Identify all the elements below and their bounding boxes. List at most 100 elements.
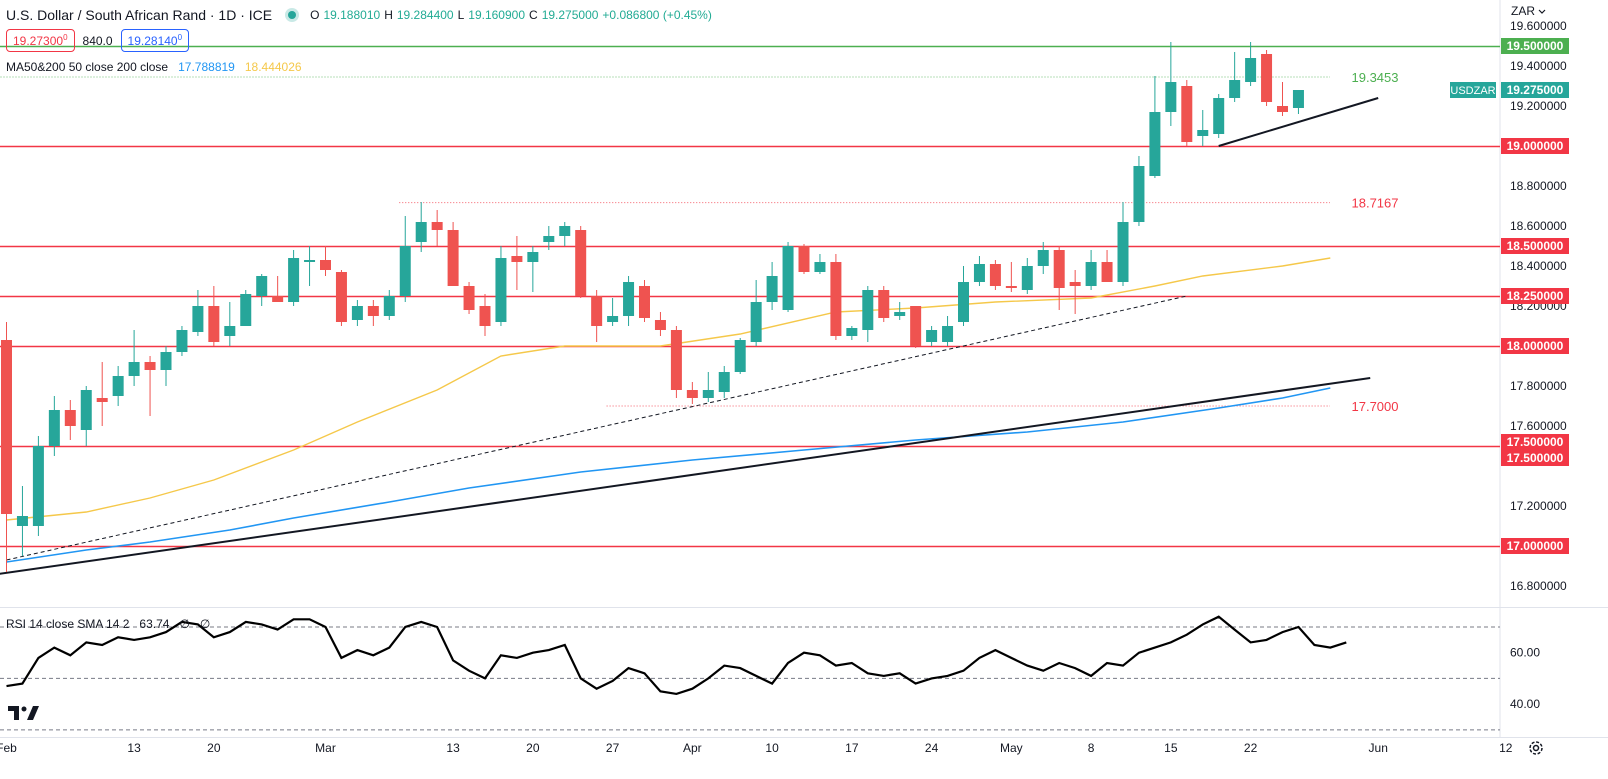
level-axis-label-bg (1501, 238, 1569, 254)
rsi-tick-label: 60.00 (1510, 646, 1540, 660)
tradingview-logo-icon[interactable] (8, 704, 42, 722)
candle (351, 300, 363, 326)
candle (734, 338, 746, 374)
candle (830, 254, 842, 340)
rsi-legend[interactable]: RSI 14 close SMA 14 2 63.74 ∅ ∅ (6, 617, 210, 631)
candle-body (463, 286, 475, 310)
last-price-label: 19.275000 (1507, 83, 1564, 97)
candle (1005, 262, 1017, 292)
candle-body (192, 306, 204, 332)
candle-body (495, 258, 507, 322)
candle-body (224, 326, 236, 336)
candle (144, 356, 156, 416)
ma-legend[interactable]: MA50&200 50 close 200 close 17.788819 18… (6, 60, 302, 74)
candle (48, 396, 60, 456)
trendlines[interactable] (0, 97, 1379, 575)
candle-body (1133, 166, 1145, 222)
rsi-legend-name: RSI 14 close SMA 14 2 (6, 617, 130, 631)
candle-body (942, 326, 954, 342)
candle-body (702, 390, 714, 398)
close-label: C (529, 8, 538, 22)
symbol-title[interactable]: U.S. Dollar / South African Rand · 1D · … (6, 7, 273, 23)
candlesticks (1, 42, 1304, 572)
candle-body (1053, 250, 1065, 288)
time-tick-label: Feb (0, 741, 17, 755)
ma-legend-name: MA50&200 50 close 200 close (6, 60, 169, 74)
candle (415, 202, 427, 252)
candle-body (112, 376, 124, 396)
low-label: L (457, 8, 465, 22)
candle-body (527, 252, 539, 262)
level-axis-label: 19.500000 (1507, 39, 1564, 53)
candle-body (1021, 266, 1033, 290)
candle (1261, 50, 1273, 106)
candle (1101, 250, 1113, 282)
currency-unit-menu[interactable]: ZAR (1511, 4, 1546, 18)
candle-body (1229, 80, 1241, 98)
price-tick-label: 19.200000 (1510, 99, 1567, 113)
price-axis[interactable]: 19.600000 19.400000 19.200000 18.800000 18.6… (1450, 19, 1569, 593)
candle (1245, 42, 1257, 86)
candle-body (1165, 82, 1177, 112)
candle (527, 246, 539, 292)
candle (639, 280, 650, 322)
candle (240, 290, 252, 326)
candle-body (1149, 112, 1161, 176)
candle (112, 366, 124, 406)
candle (1292, 90, 1304, 114)
extreme-label: 19.3453 (1352, 70, 1399, 85)
candle-body (1005, 286, 1017, 288)
dashed-trendline (6, 295, 1187, 561)
candle (559, 222, 571, 246)
sell-button[interactable]: 19.273000 (6, 29, 75, 52)
candle (176, 326, 188, 356)
candle-body (511, 256, 523, 262)
open-label: O (310, 8, 320, 22)
chart-header: U.S. Dollar / South African Rand · 1D · … (6, 4, 712, 26)
candle (383, 290, 395, 320)
candle (128, 330, 140, 386)
candle-body (1, 340, 12, 514)
candle-body (654, 320, 666, 330)
rsi-pane: 60.00 40.00 (0, 615, 1540, 731)
candle (192, 290, 204, 336)
candle (320, 246, 331, 276)
candle-body (1292, 90, 1304, 108)
candle-body (575, 230, 587, 296)
candle (942, 316, 954, 346)
price-tick-label: 18.600000 (1510, 219, 1567, 233)
candle (958, 266, 969, 326)
candle-body (351, 306, 363, 320)
level-axis-label-bg (1501, 538, 1569, 554)
symbol-tag-bg (1450, 82, 1496, 98)
candle (670, 326, 682, 398)
rsi-line (6, 615, 1347, 696)
candle (16, 486, 28, 556)
candle-body (1101, 262, 1113, 282)
candle (543, 226, 555, 250)
candle-body (766, 276, 778, 302)
candle (1069, 270, 1081, 314)
candle-body (16, 516, 28, 526)
level-axis-label-extra-bg (1501, 450, 1569, 466)
trade-buttons: 19.273000 840.0 19.281400 (6, 29, 190, 52)
candle (575, 226, 587, 298)
candle-body (383, 296, 395, 316)
candle-body (367, 306, 379, 316)
buy-price-sup: 0 (177, 33, 183, 42)
candle (623, 276, 635, 326)
candle-body (782, 246, 794, 310)
time-tick-label: 13 (127, 741, 141, 755)
rsi-value: 63.74 (139, 617, 170, 631)
horizontal-levels[interactable]: 19.3453 18.7167 17.7000 (0, 45, 1500, 548)
gear-icon[interactable] (1527, 739, 1545, 757)
buy-button[interactable]: 19.281400 (120, 29, 190, 52)
candle-body (144, 362, 156, 370)
ma-fast-value: 17.788819 (178, 60, 235, 74)
ma200-line (6, 387, 1331, 563)
candle-body (750, 302, 762, 342)
candle-body (304, 260, 316, 262)
candle-body (447, 230, 459, 286)
time-axis[interactable]: Feb 13 20 Mar 13 20 27 Apr 10 17 24 May 8 15 22 Jun 12 (0, 741, 1513, 755)
